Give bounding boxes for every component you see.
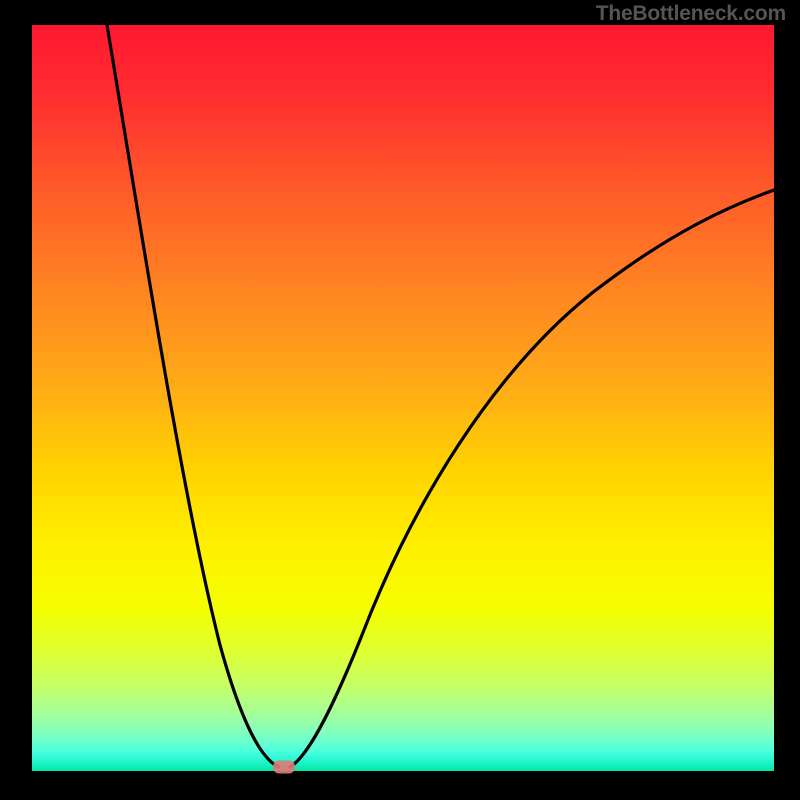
optimum-marker [273,761,295,774]
plot-area [32,25,774,771]
curve-path [107,25,774,767]
bottleneck-curve [32,25,774,771]
watermark-text: TheBottleneck.com [596,2,786,26]
chart-frame: TheBottleneck.com [0,0,800,800]
